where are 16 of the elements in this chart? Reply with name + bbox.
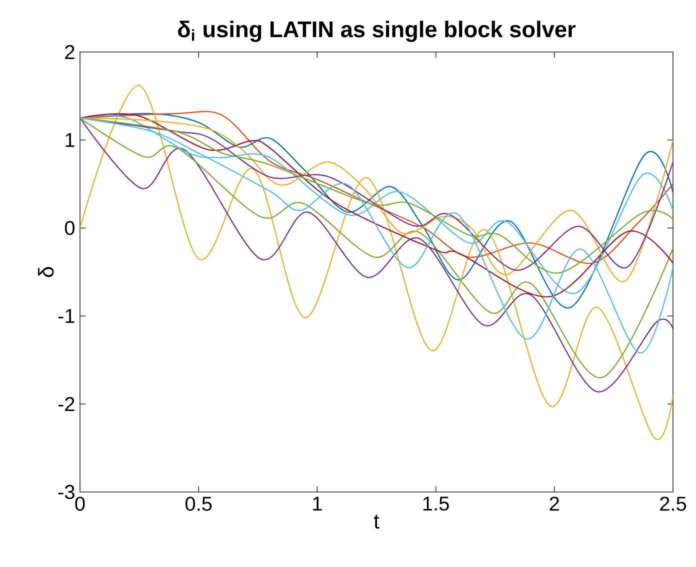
x-tick-label: 1: [313, 496, 322, 510]
y-axis-title: δ: [38, 266, 54, 278]
x-tick-label: 1.5: [423, 496, 449, 511]
line-series: [80, 84, 673, 440]
x-tick-label: 2.5: [660, 496, 686, 511]
y-tick-label: -2: [58, 397, 74, 411]
y-tick-label: -1: [58, 309, 74, 323]
y-tick-label: 1: [66, 133, 74, 147]
x-axis-title: t: [374, 514, 380, 529]
y-tick-label: 0: [64, 220, 75, 236]
y-tick-label: 2: [65, 45, 74, 59]
x-tick-label: 2: [550, 496, 559, 511]
y-tick-label: -3: [58, 484, 74, 500]
chart-title: δ$_{i}$ using LATIN as single block solver: [178, 20, 576, 42]
x-tick-label: 0: [75, 496, 85, 511]
x-tick-label: 0.5: [185, 496, 212, 511]
